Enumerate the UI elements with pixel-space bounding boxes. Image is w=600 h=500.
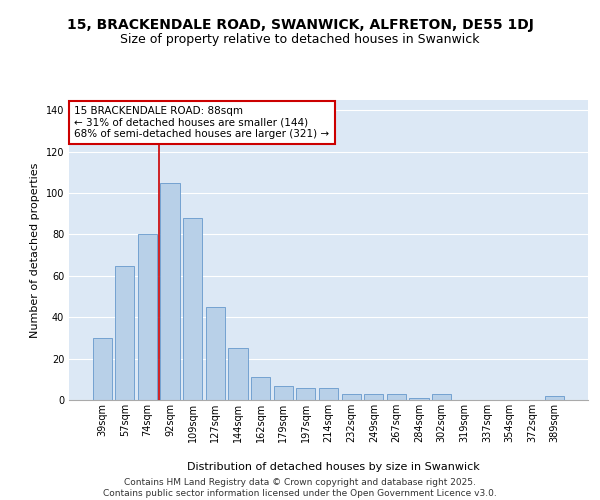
- Bar: [183, 218, 202, 400]
- Bar: [206, 307, 225, 400]
- Bar: [409, 398, 428, 400]
- Bar: [160, 183, 180, 400]
- Bar: [432, 394, 451, 400]
- Bar: [296, 388, 316, 400]
- Text: 15, BRACKENDALE ROAD, SWANWICK, ALFRETON, DE55 1DJ: 15, BRACKENDALE ROAD, SWANWICK, ALFRETON…: [67, 18, 533, 32]
- Text: Distribution of detached houses by size in Swanwick: Distribution of detached houses by size …: [187, 462, 479, 472]
- Bar: [545, 396, 565, 400]
- Bar: [92, 338, 112, 400]
- Y-axis label: Number of detached properties: Number of detached properties: [30, 162, 40, 338]
- Bar: [138, 234, 157, 400]
- Bar: [341, 394, 361, 400]
- Text: Size of property relative to detached houses in Swanwick: Size of property relative to detached ho…: [120, 32, 480, 46]
- Text: 15 BRACKENDALE ROAD: 88sqm
← 31% of detached houses are smaller (144)
68% of sem: 15 BRACKENDALE ROAD: 88sqm ← 31% of deta…: [74, 106, 329, 139]
- Bar: [274, 386, 293, 400]
- Bar: [387, 394, 406, 400]
- Bar: [251, 377, 270, 400]
- Bar: [115, 266, 134, 400]
- Bar: [229, 348, 248, 400]
- Text: Contains HM Land Registry data © Crown copyright and database right 2025.
Contai: Contains HM Land Registry data © Crown c…: [103, 478, 497, 498]
- Bar: [364, 394, 383, 400]
- Bar: [319, 388, 338, 400]
